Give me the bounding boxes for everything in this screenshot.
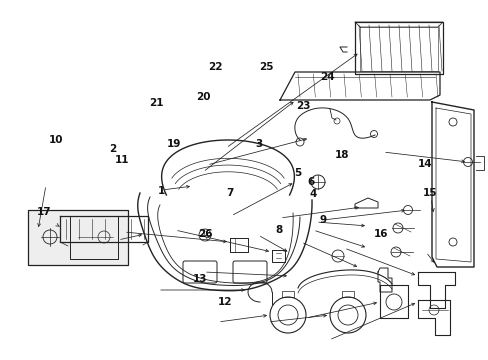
Text: 2: 2 <box>109 144 116 154</box>
Text: 22: 22 <box>207 62 222 72</box>
Text: 3: 3 <box>255 139 262 149</box>
Text: 15: 15 <box>422 188 437 198</box>
Text: 24: 24 <box>320 72 334 82</box>
Text: 13: 13 <box>193 274 207 284</box>
Text: 8: 8 <box>275 225 282 235</box>
Text: 16: 16 <box>373 229 388 239</box>
Text: 7: 7 <box>225 188 233 198</box>
Text: 10: 10 <box>49 135 63 145</box>
Text: 5: 5 <box>294 168 301 178</box>
Text: 17: 17 <box>37 207 51 217</box>
Text: 19: 19 <box>166 139 181 149</box>
Text: 11: 11 <box>115 155 129 165</box>
Text: 9: 9 <box>319 215 325 225</box>
Text: 26: 26 <box>198 229 212 239</box>
Text: 20: 20 <box>195 92 210 102</box>
Bar <box>28 210 128 265</box>
Text: 4: 4 <box>308 189 316 199</box>
Text: 12: 12 <box>217 297 232 307</box>
Text: 23: 23 <box>295 101 310 111</box>
Text: 25: 25 <box>259 62 273 72</box>
Text: 18: 18 <box>334 150 349 160</box>
Text: 14: 14 <box>417 159 432 169</box>
Text: 6: 6 <box>306 177 313 187</box>
Text: 21: 21 <box>149 98 163 108</box>
Text: 1: 1 <box>158 186 164 196</box>
